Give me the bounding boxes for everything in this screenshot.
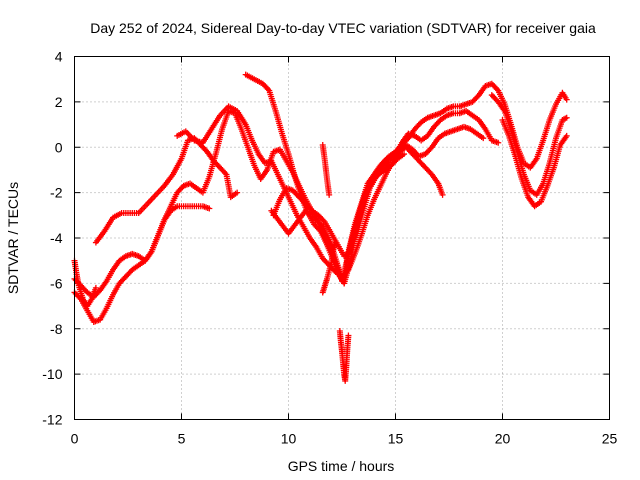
data-point xyxy=(401,151,408,158)
series-trace-13 xyxy=(71,257,99,310)
data-point xyxy=(480,135,487,142)
data-point xyxy=(332,239,339,246)
x-tick-label: 25 xyxy=(602,431,618,447)
data-point xyxy=(92,284,99,291)
series-trace-11 xyxy=(336,328,352,384)
y-axis-label: SDTVAR / TECUs xyxy=(5,182,21,294)
x-tick-label: 15 xyxy=(388,431,404,447)
series-trace-10 xyxy=(319,239,339,296)
y-tick-label: 0 xyxy=(55,139,63,155)
data-point xyxy=(439,191,446,198)
series-trace-6 xyxy=(270,151,408,285)
y-tick-label: -4 xyxy=(50,230,63,246)
data-point xyxy=(563,114,570,121)
data-point xyxy=(206,205,213,212)
chart-title: Day 252 of 2024, Sidereal Day-to-day VTE… xyxy=(90,20,596,36)
x-axis: 0 5 10 15 20 25 xyxy=(71,56,618,447)
y-tick-label: -10 xyxy=(42,366,62,382)
x-tick-label: 5 xyxy=(178,431,186,447)
y-tick-label: -8 xyxy=(50,321,63,337)
x-tick-label: 0 xyxy=(71,431,79,447)
data-point xyxy=(563,132,570,139)
x-tick-label: 10 xyxy=(281,431,297,447)
series-trace-2 xyxy=(71,203,213,325)
data-point xyxy=(495,139,502,146)
y-tick-label: -6 xyxy=(50,275,63,291)
y-tick-label: 4 xyxy=(55,49,63,65)
y-tick-label: -12 xyxy=(42,412,62,428)
plot-frame xyxy=(74,56,610,420)
y-axis: -12 -10 -8 -6 -4 -2 0 2 4 xyxy=(42,49,610,428)
x-tick-label: 20 xyxy=(495,431,511,447)
series-trace-9 xyxy=(499,117,570,210)
data-point xyxy=(563,96,570,103)
data-points xyxy=(71,71,570,384)
y-tick-label: -2 xyxy=(50,185,63,201)
series-trace-12 xyxy=(319,141,333,198)
y-tick-label: 2 xyxy=(55,94,63,110)
data-point xyxy=(234,189,241,196)
gridlines xyxy=(74,56,610,420)
x-axis-label: GPS time / hours xyxy=(288,458,395,474)
data-point xyxy=(345,332,352,339)
data-point xyxy=(326,191,333,198)
